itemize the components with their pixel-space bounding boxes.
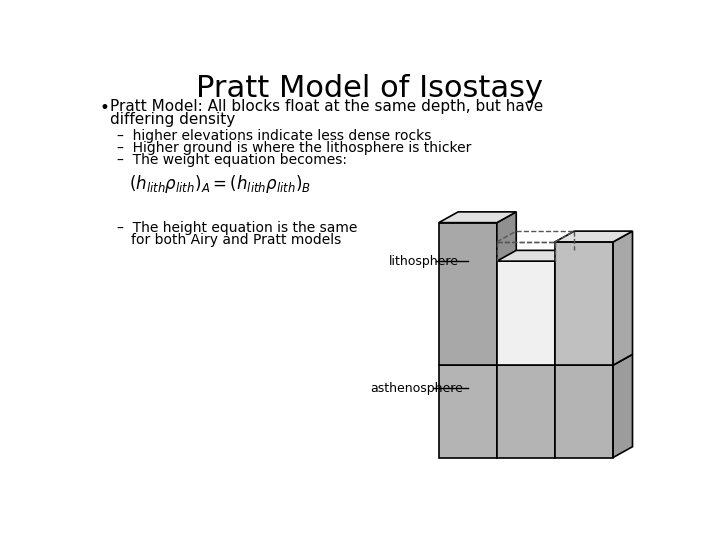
Polygon shape [438, 212, 516, 222]
Text: lithosphere: lithosphere [388, 255, 459, 268]
Polygon shape [555, 354, 575, 457]
Polygon shape [497, 354, 575, 365]
Text: for both Airy and Pratt models: for both Airy and Pratt models [131, 233, 341, 247]
Polygon shape [613, 354, 632, 457]
Polygon shape [555, 354, 632, 365]
Text: –  higher elevations indicate less dense rocks: – higher elevations indicate less dense … [117, 129, 431, 143]
Polygon shape [497, 365, 555, 457]
Text: differing density: differing density [110, 112, 235, 127]
Text: –  Higher ground is where the lithosphere is thicker: – Higher ground is where the lithosphere… [117, 141, 472, 155]
Text: –  The height equation is the same: – The height equation is the same [117, 221, 358, 235]
Text: –  The weight equation becomes:: – The weight equation becomes: [117, 153, 347, 167]
Polygon shape [497, 251, 575, 261]
Polygon shape [555, 365, 613, 457]
Text: Pratt Model of Isostasy: Pratt Model of Isostasy [196, 74, 542, 103]
Text: asthenosphere: asthenosphere [371, 382, 464, 395]
Polygon shape [555, 231, 632, 242]
Polygon shape [438, 354, 516, 365]
Polygon shape [555, 242, 613, 365]
Polygon shape [497, 212, 516, 365]
Polygon shape [555, 251, 575, 365]
Polygon shape [438, 365, 497, 457]
Text: •: • [99, 99, 109, 117]
Text: $(h_{lith}\rho_{lith})_A = (h_{lith}\rho_{lith})_B$: $(h_{lith}\rho_{lith})_A = (h_{lith}\rho… [129, 173, 311, 194]
Polygon shape [438, 222, 497, 365]
Polygon shape [613, 231, 632, 365]
Polygon shape [497, 261, 555, 365]
Polygon shape [497, 354, 516, 457]
Text: Pratt Model: All blocks float at the same depth, but have: Pratt Model: All blocks float at the sam… [110, 99, 544, 114]
